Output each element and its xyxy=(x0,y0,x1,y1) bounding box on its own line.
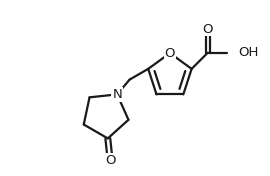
Text: O: O xyxy=(202,23,213,36)
Text: O: O xyxy=(165,47,175,60)
Text: O: O xyxy=(105,154,115,167)
Text: N: N xyxy=(112,88,122,101)
Text: OH: OH xyxy=(238,46,259,59)
